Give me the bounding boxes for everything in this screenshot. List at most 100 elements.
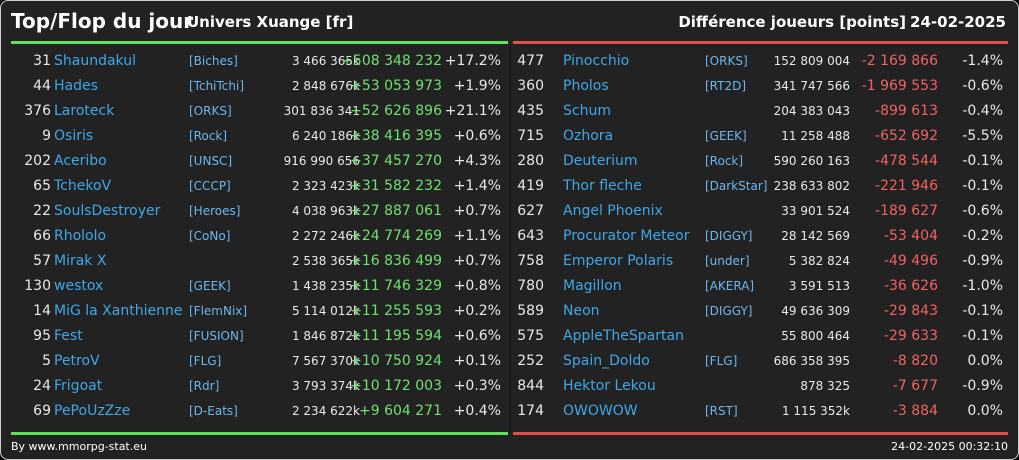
percent-cell: +0.3% — [453, 378, 501, 394]
player-link[interactable]: TchekoV — [54, 178, 112, 194]
percent-cell: +1.4% — [453, 178, 501, 194]
player-link[interactable]: Osiris — [54, 128, 94, 144]
guild-link[interactable]: [D-Eats] — [189, 404, 238, 418]
guild-link[interactable]: [Heroes] — [189, 204, 241, 218]
points-cell: 11 258 488 — [781, 129, 850, 143]
player-link[interactable]: Spain_Doldo — [563, 353, 650, 369]
guild-link[interactable]: [UNSC] — [189, 154, 233, 168]
guild-link[interactable]: [GEEK] — [189, 279, 231, 293]
percent-cell: +4.3% — [453, 153, 501, 169]
points-cell: 4 038 963k — [291, 204, 360, 218]
player-link[interactable]: Hades — [54, 78, 98, 94]
percent-cell: 0.0% — [967, 403, 1003, 419]
points-cell: 49 636 309 — [781, 304, 850, 318]
header: Top/Flop du jour Univers Xuange [fr] Dif… — [1, 9, 1018, 35]
guild-link[interactable]: [ORKS] — [705, 54, 748, 68]
difference-cell: -3 884 — [892, 403, 938, 419]
top-row: 22 SoulsDestroyer [Heroes] 4 038 963k +27 88… — [11, 199, 508, 224]
player-link[interactable]: Schum — [563, 103, 611, 119]
difference-label: Différence joueurs [points] — [678, 13, 906, 31]
column-divider — [510, 44, 511, 432]
rank-cell: 44 — [33, 78, 51, 94]
points-cell: 2 538 365k — [291, 254, 360, 268]
guild-link[interactable]: [RT2D] — [705, 79, 747, 93]
top-row: 24 Frigoat [Rdr] 3 793 374k +10 172 003 +0.3% — [11, 374, 508, 399]
flop-row: 780 Magillon [AKERA] 3 591 513 -36 626 -1.0% — [513, 274, 1008, 299]
player-link[interactable]: Hektor Lekou — [563, 378, 656, 394]
guild-link[interactable]: [AKERA] — [705, 279, 755, 293]
guild-link[interactable]: [ORKS] — [189, 104, 232, 118]
guild-link[interactable]: [RST] — [705, 404, 738, 418]
top-row: 9 Osiris [Rock] 6 240 186k +38 416 395 +0.6% — [11, 124, 508, 149]
guild-link[interactable]: [under] — [705, 254, 750, 268]
header-date: 24-02-2025 — [910, 13, 1006, 31]
player-link[interactable]: Procurator Meteor — [563, 228, 690, 244]
rank-cell: 280 — [517, 153, 544, 169]
player-link[interactable]: westox — [54, 278, 104, 294]
percent-cell: +0.1% — [453, 353, 501, 369]
guild-link[interactable]: [DarkStar] — [705, 179, 768, 193]
guild-link[interactable]: [DIGGY] — [705, 304, 753, 318]
flop-row: 715 Ozhora [GEEK] 11 258 488 -652 692 -5.5% — [513, 124, 1008, 149]
rank-cell: 5 — [42, 353, 51, 369]
percent-cell: +21.1% — [444, 103, 501, 119]
guild-link[interactable]: [Biches] — [189, 54, 238, 68]
flop-row: 643 Procurator Meteor [DIGGY] 28 142 569 -53… — [513, 224, 1008, 249]
player-link[interactable]: Fest — [54, 328, 83, 344]
guild-link[interactable]: [GEEK] — [705, 129, 747, 143]
rank-cell: 14 — [33, 303, 51, 319]
difference-cell: +38 416 395 — [350, 128, 442, 144]
points-cell: 2 848 676k — [291, 79, 360, 93]
player-link[interactable]: Thor fleche — [563, 178, 642, 194]
points-cell: 916 990 656 — [283, 154, 360, 168]
top-row: 130 westox [GEEK] 1 438 235k +11 746 329 +0.8… — [11, 274, 508, 299]
guild-link[interactable]: [FUSION] — [189, 329, 244, 343]
guild-link[interactable]: [Rdr] — [189, 379, 220, 393]
player-link[interactable]: Angel Phoenix — [563, 203, 663, 219]
rank-cell: 575 — [517, 328, 544, 344]
player-link[interactable]: Laroteck — [54, 103, 115, 119]
player-link[interactable]: Emperor Polaris — [563, 253, 674, 269]
guild-link[interactable]: [FLG] — [189, 354, 222, 368]
player-link[interactable]: PePoUzZze — [54, 403, 131, 419]
guild-link[interactable]: [CCCP] — [189, 179, 231, 193]
player-link[interactable]: Pholos — [563, 78, 609, 94]
percent-cell: +0.8% — [453, 278, 501, 294]
points-cell: 5 114 012k — [291, 304, 360, 318]
flop-row: 252 Spain_Doldo [FLG] 686 358 395 -8 820 0.0% — [513, 349, 1008, 374]
difference-cell: +10 172 003 — [350, 378, 442, 394]
guild-link[interactable]: [TchiTchi] — [189, 79, 245, 93]
player-link[interactable]: AppleTheSpartan — [563, 328, 684, 344]
player-link[interactable]: Frigoat — [54, 378, 103, 394]
player-link[interactable]: Rhololo — [54, 228, 107, 244]
player-link[interactable]: Magillon — [563, 278, 622, 294]
player-link[interactable]: Shaundakul — [54, 53, 136, 69]
player-link[interactable]: Pinocchio — [563, 53, 630, 69]
top-row: 31 Shaundakul [Biches] 3 466 365k +508 348 2… — [11, 49, 508, 74]
player-link[interactable]: Aceribo — [54, 153, 107, 169]
player-link[interactable]: Mirak X — [54, 253, 107, 269]
guild-link[interactable]: [Rock] — [189, 129, 228, 143]
player-link[interactable]: Neon — [563, 303, 600, 319]
player-link[interactable]: PetroV — [54, 353, 100, 369]
player-link[interactable]: Deuterium — [563, 153, 638, 169]
guild-link[interactable]: [FlemNix] — [189, 304, 248, 318]
points-cell: 1 438 235k — [291, 279, 360, 293]
top-row: 376 Laroteck [ORKS] 301 836 341 +52 626 896 +… — [11, 99, 508, 124]
difference-cell: -7 677 — [892, 378, 938, 394]
player-link[interactable]: OWOWOW — [563, 403, 638, 419]
guild-link[interactable]: [CoNo] — [189, 229, 231, 243]
rank-cell: 376 — [24, 103, 51, 119]
player-link[interactable]: MiG la Xanthienne — [54, 303, 183, 319]
points-cell: 152 809 004 — [773, 54, 850, 68]
rank-cell: 22 — [33, 203, 51, 219]
guild-link[interactable]: [DIGGY] — [705, 229, 753, 243]
points-cell: 2 323 423k — [291, 179, 360, 193]
rank-cell: 643 — [517, 228, 544, 244]
guild-link[interactable]: [Rock] — [705, 154, 744, 168]
difference-cell: +9 604 271 — [359, 403, 442, 419]
player-link[interactable]: SoulsDestroyer — [54, 203, 161, 219]
player-link[interactable]: Ozhora — [563, 128, 614, 144]
guild-link[interactable]: [FLG] — [705, 354, 738, 368]
